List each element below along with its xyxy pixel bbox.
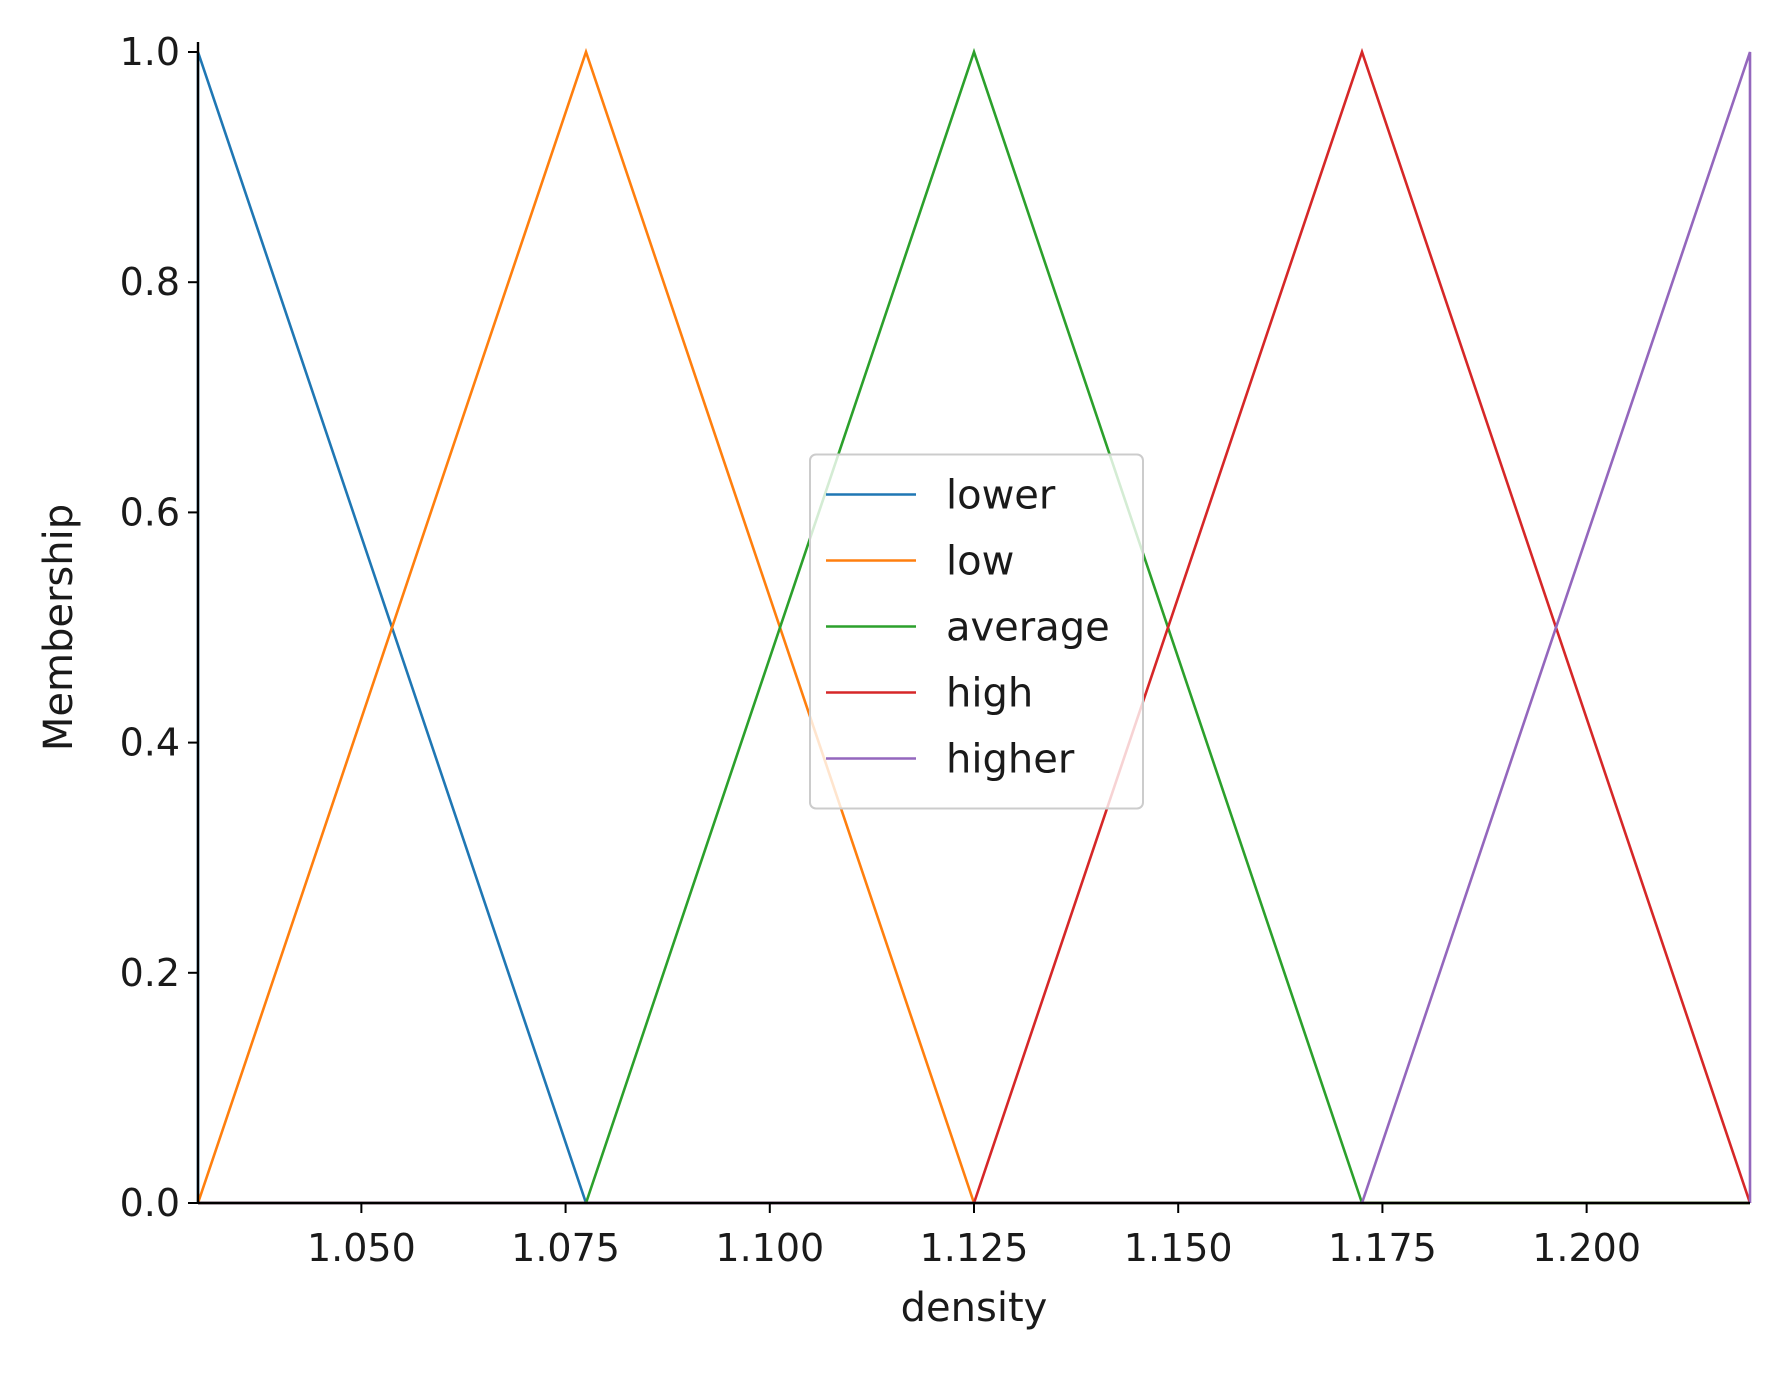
y-tick-label: 0.6 <box>120 490 180 534</box>
x-tick-label: 1.075 <box>511 1226 620 1270</box>
y-tick-label: 0.2 <box>120 951 180 995</box>
legend-label-higher: higher <box>946 737 1075 783</box>
legend-label-average: average <box>946 605 1110 651</box>
x-tick-label: 1.100 <box>715 1226 824 1270</box>
x-tick-label: 1.125 <box>920 1226 1029 1270</box>
legend-label-low: low <box>946 539 1014 585</box>
y-axis-label: Membership <box>36 504 82 751</box>
y-tick-label: 0.8 <box>120 260 180 304</box>
x-tick-label: 1.200 <box>1532 1226 1641 1270</box>
x-tick-label: 1.050 <box>307 1226 416 1270</box>
legend-label-lower: lower <box>946 473 1056 519</box>
x-tick-label: 1.175 <box>1328 1226 1437 1270</box>
ticks: 1.050 1.075 1.100 1.125 1.150 1.175 1.200 0.0 0.… <box>120 30 1641 1270</box>
y-tick-label: 1.0 <box>120 30 180 74</box>
legend-label-high: high <box>946 671 1033 717</box>
legend: lower low average high higher <box>809 453 1144 810</box>
x-axis-label: density <box>901 1285 1048 1331</box>
legend-box <box>809 453 1144 810</box>
y-tick-label: 0.0 <box>120 1181 180 1225</box>
x-tick-label: 1.150 <box>1124 1226 1233 1270</box>
y-tick-label: 0.4 <box>120 721 180 765</box>
